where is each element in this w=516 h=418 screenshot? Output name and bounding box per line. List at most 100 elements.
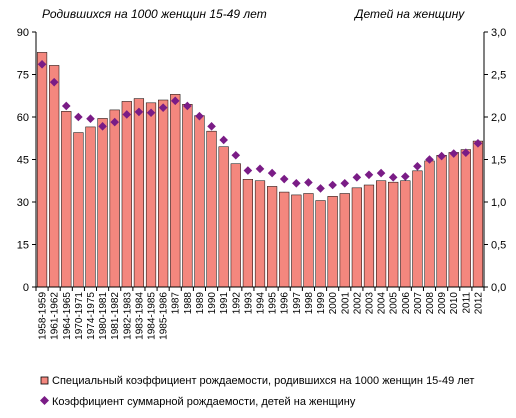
x-tick-label: 1989 — [195, 292, 206, 315]
bar — [218, 146, 229, 288]
bar — [158, 99, 169, 288]
x-tick-label: 2011 — [461, 292, 472, 314]
bar — [315, 200, 326, 288]
x-tick-label: 1983-1984 — [134, 292, 145, 340]
marker-point — [401, 172, 410, 181]
marker-point — [195, 111, 204, 121]
x-tick-label: 2006 — [401, 292, 412, 315]
marker-point — [243, 166, 253, 175]
marker-point — [461, 148, 471, 157]
left-axis-title: Родившихся на 1000 женщин 15-49 лет — [42, 7, 267, 21]
bar — [133, 98, 145, 288]
marker-point — [267, 168, 277, 178]
y-right-tick-label: 0,0 — [491, 282, 506, 294]
marker-point — [316, 184, 325, 193]
right-axis-title: Детей на женщину — [353, 7, 465, 21]
bar — [49, 65, 60, 288]
legend-marker-swatch — [40, 396, 49, 405]
bar — [73, 132, 84, 288]
x-tick-label: 1970-1971 — [74, 292, 85, 340]
marker-point — [376, 168, 386, 178]
marker-point — [219, 135, 228, 145]
marker-point — [352, 173, 362, 182]
legend: Специальный коэффициент рождаемости, род… — [40, 375, 474, 408]
bar — [448, 152, 459, 288]
y-right-tick-label: 1,5 — [491, 155, 506, 167]
bar — [303, 193, 314, 288]
bar — [85, 126, 96, 288]
x-tick-label: 1998 — [304, 292, 315, 315]
x-tick-label: 1995 — [268, 292, 279, 315]
marker-point — [110, 117, 119, 127]
bar — [242, 179, 253, 288]
marker-point — [425, 155, 434, 164]
bar — [424, 160, 435, 288]
y-right-tick-label: 3,0 — [491, 27, 506, 39]
bar — [170, 94, 181, 288]
x-tick-label: 1964-1965 — [62, 292, 73, 340]
marker-point — [231, 150, 241, 160]
x-tick-label: 1961-1962 — [50, 292, 61, 340]
bar — [109, 109, 120, 288]
bar — [182, 104, 193, 288]
x-tick-label: 2004 — [377, 292, 388, 315]
marker-point — [170, 96, 180, 106]
bar — [279, 191, 290, 288]
bar — [230, 163, 241, 288]
legend-bar-swatch — [40, 376, 49, 385]
marker-point — [388, 173, 398, 182]
marker-point — [49, 77, 59, 87]
legend-bar-label: Специальный коэффициент рождаемости, род… — [52, 375, 474, 387]
bar — [351, 187, 362, 288]
bar — [400, 180, 411, 288]
bar — [460, 149, 471, 288]
y-left-tick-label: 45 — [17, 155, 29, 167]
marker-point — [61, 101, 71, 111]
bar — [375, 180, 387, 288]
bar — [61, 111, 72, 288]
x-tick-label: 1999 — [316, 292, 327, 315]
marker-point — [473, 139, 483, 148]
bar — [412, 170, 423, 288]
marker-point — [86, 114, 95, 123]
marker-point — [279, 174, 289, 184]
x-tick-label: 2001 — [340, 292, 351, 315]
marker-point — [449, 149, 459, 158]
marker-point — [183, 101, 192, 111]
bar — [327, 196, 338, 288]
x-tick-label: 2002 — [352, 292, 363, 315]
bar — [97, 118, 108, 288]
x-tick-label: 1990 — [207, 292, 218, 315]
x-tick-label: 2007 — [413, 292, 424, 315]
x-tick-label: 1987 — [171, 292, 182, 315]
y-left-tick-label: 30 — [17, 197, 29, 209]
x-tick-label: 2012 — [473, 292, 484, 315]
bar — [267, 186, 278, 288]
bar — [206, 130, 217, 288]
marker-point — [207, 122, 216, 131]
y-left-tick-label: 15 — [17, 240, 29, 252]
bar — [194, 115, 205, 288]
y-right-tick-label: 1,0 — [491, 197, 506, 209]
bar — [254, 180, 266, 288]
x-tick-label: 1991 — [219, 292, 230, 315]
marker-point — [255, 164, 265, 174]
bar — [339, 193, 350, 288]
x-tick-label: 1958-1959 — [38, 292, 49, 340]
y-left-tick-label: 75 — [17, 70, 29, 82]
x-tick-label: 1994 — [256, 292, 267, 315]
x-tick-label: 2003 — [364, 292, 375, 315]
x-tick-label: 1981-1982 — [110, 292, 121, 340]
bar — [436, 155, 447, 288]
x-tick-label: 1974-1975 — [86, 292, 97, 340]
marker-point — [437, 151, 446, 161]
x-tick-label: 2008 — [425, 292, 436, 315]
bar — [36, 52, 48, 288]
y-right-tick-label: 0,5 — [491, 240, 506, 252]
bar — [472, 140, 484, 288]
y-left-tick-label: 60 — [17, 112, 29, 124]
marker-point — [146, 108, 156, 118]
marker-point — [134, 107, 144, 117]
marker-point — [413, 162, 422, 171]
